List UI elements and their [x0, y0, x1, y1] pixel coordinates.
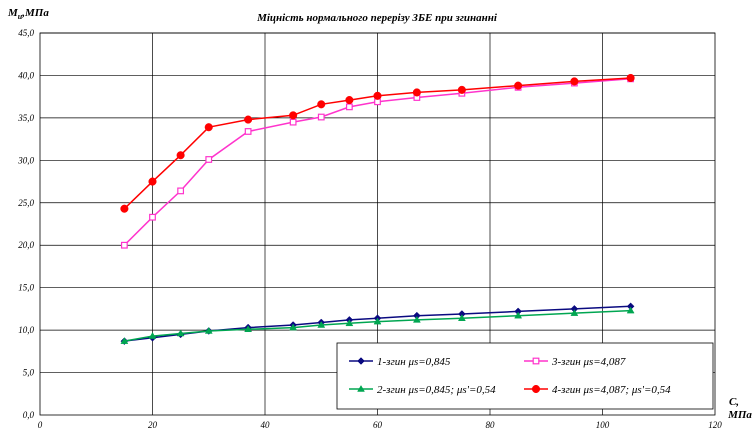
y-tick-label: 0,0	[23, 410, 35, 420]
y-tick-label: 45,0	[18, 28, 34, 38]
series-line	[123, 78, 631, 246]
y-axis-title-symbol: M	[7, 7, 19, 19]
data-point	[204, 326, 213, 334]
data-point	[457, 314, 466, 321]
x-tick-label: 80	[486, 420, 496, 430]
y-axis-title: Mu,МПа	[7, 7, 49, 21]
data-point	[244, 325, 253, 333]
x-tick-label: 0	[38, 420, 43, 430]
x-tick-label: 60	[373, 420, 383, 430]
data-point	[457, 85, 466, 94]
data-point	[514, 81, 523, 90]
y-tick-label: 5,0	[23, 368, 35, 378]
y-axis-title-subscript: u	[18, 12, 23, 21]
series-2	[120, 306, 635, 344]
legend-marker	[357, 385, 365, 392]
legend-label: 1-згин μs=0,845	[377, 356, 451, 368]
y-tick-label: 20,0	[18, 240, 34, 250]
data-point	[176, 151, 185, 160]
series-line	[124, 309, 631, 342]
data-point	[345, 96, 354, 105]
data-point	[345, 319, 354, 327]
data-point	[570, 309, 579, 316]
data-point	[205, 156, 213, 163]
data-point	[570, 77, 579, 86]
data-point	[244, 128, 252, 135]
data-point	[317, 113, 325, 121]
y-tick-label: 10,0	[18, 325, 34, 335]
data-point	[176, 329, 185, 337]
x-tick-label: 20	[148, 420, 158, 430]
data-point	[148, 332, 157, 339]
legend-label: 2-згин μs=0,845; μs'=0,54	[377, 384, 496, 396]
data-point	[149, 213, 156, 221]
legend-entry: 2-згин μs=0,845; μs'=0,54	[349, 384, 496, 396]
data-point	[204, 123, 213, 132]
legend-box	[336, 342, 714, 410]
x-axis-title: C,	[729, 396, 739, 408]
data-point	[120, 337, 129, 344]
data-point	[373, 317, 382, 325]
data-point	[317, 321, 326, 328]
y-tick-label: 30,0	[17, 155, 34, 165]
data-point	[120, 204, 129, 213]
data-point	[317, 100, 326, 109]
legend-marker	[357, 357, 365, 365]
data-point	[626, 306, 635, 314]
data-point	[289, 111, 298, 120]
x-tick-label: 120	[708, 420, 722, 430]
data-point	[412, 315, 421, 323]
data-point	[289, 118, 297, 126]
legend-label: 3-згин μs=4,087	[551, 356, 626, 368]
legend-entry: 3-згин μs=4,087	[524, 356, 626, 368]
legend-marker	[532, 357, 540, 365]
legend-entry: 1-згин μs=0,845	[349, 356, 451, 368]
x-tick-label: 100	[596, 420, 610, 430]
data-point	[373, 91, 382, 100]
y-tick-label: 40,0	[18, 70, 34, 80]
data-point	[626, 73, 635, 83]
data-point	[148, 177, 157, 186]
data-point	[177, 187, 185, 195]
x-axis-title-unit: МПа	[727, 409, 752, 421]
y-tick-label: 35,0	[17, 113, 34, 123]
series-4	[120, 73, 635, 213]
data-point	[244, 115, 253, 124]
plot-area-border	[39, 32, 716, 416]
y-axis-title-unit: ,МПа	[21, 7, 49, 19]
legend: 1-згин μs=0,845 2-згин μs=0,845; μs'=0,54…	[336, 342, 714, 410]
series-line	[123, 77, 631, 210]
data-point	[120, 241, 128, 249]
x-tick-label: 40	[261, 420, 271, 430]
data-point	[514, 311, 523, 319]
data-point	[289, 323, 298, 331]
y-tick-label: 25,0	[18, 198, 34, 208]
data-point	[345, 103, 353, 111]
legend-marker	[531, 384, 541, 394]
legend-entry: 4-згин μs=4,087; μs'=0,54	[524, 384, 671, 396]
y-tick-label: 15,0	[18, 283, 34, 293]
data-point	[412, 88, 421, 97]
chart-title: Міцність нормального перерізу ЗБЕ при зг…	[256, 12, 498, 24]
legend-label: 4-згин μs=4,087; μs'=0,54	[552, 384, 671, 396]
